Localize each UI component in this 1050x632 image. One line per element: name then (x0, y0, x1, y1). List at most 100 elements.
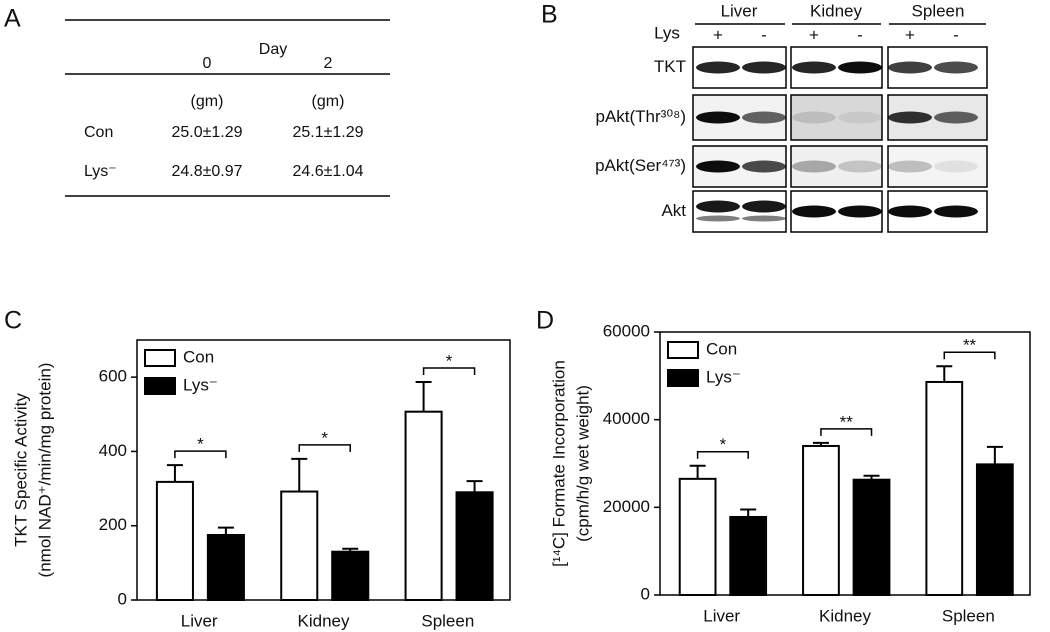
cell: 25.1±1.29 (292, 124, 363, 141)
column-header: 0 (203, 55, 212, 72)
cell: 24.8±0.97 (171, 163, 242, 180)
legend-label: Lys⁻ (183, 375, 218, 394)
bar (852, 478, 891, 596)
bar (802, 444, 840, 597)
x-tick-label: Spleen (942, 606, 995, 625)
band (888, 205, 932, 218)
legend-label: Con (183, 347, 214, 366)
legend-swatch (144, 349, 176, 367)
tissue-label: Spleen (912, 1, 965, 20)
x-tick-label: Spleen (421, 611, 474, 630)
row-label: Con (84, 124, 113, 141)
unit: (gm) (191, 93, 224, 110)
significance-label: * (321, 428, 328, 447)
lane-label: - (953, 25, 959, 44)
legend-swatch (667, 341, 699, 359)
lane-label: - (761, 25, 767, 44)
significance-bracket (696, 450, 749, 459)
legend-label: Lys⁻ (706, 367, 741, 386)
bar (729, 515, 768, 597)
x-tick-label: Kidney (819, 606, 871, 625)
lane-label: + (809, 25, 819, 44)
panel-label: A (4, 5, 21, 33)
band (696, 61, 740, 74)
bar (206, 534, 245, 601)
bar (975, 463, 1014, 597)
band (792, 160, 836, 173)
y-tick-label: 200 (99, 515, 127, 534)
row-label: pAkt(Thr³⁰⁸) (596, 107, 687, 126)
row-label: TKT (654, 57, 686, 76)
band (742, 215, 786, 222)
bar (925, 380, 964, 596)
row-label: Akt (661, 201, 686, 220)
bar (280, 490, 319, 601)
plot-frame (136, 339, 511, 601)
band (696, 111, 740, 124)
band (934, 205, 978, 218)
band (742, 160, 786, 173)
panel-label: D (536, 307, 554, 335)
bar (404, 410, 443, 601)
band (792, 205, 836, 218)
band (742, 61, 786, 74)
y-tick-label: 20000 (603, 497, 650, 516)
legend-label: Con (706, 339, 737, 358)
significance-bracket (422, 367, 476, 375)
band (742, 200, 786, 213)
column-header: 2 (324, 55, 333, 72)
panel-label: B (541, 1, 558, 29)
x-tick-label: Kidney (298, 611, 350, 630)
legend-swatch (667, 369, 699, 387)
x-tick-label: Liver (181, 611, 218, 630)
cell: 24.6±1.04 (292, 163, 363, 180)
y-tick-label: 400 (99, 441, 127, 460)
band (888, 160, 932, 173)
tissue-label: Kidney (810, 1, 862, 20)
bar (678, 477, 717, 597)
significance-bracket (174, 450, 227, 459)
significance-label: * (446, 351, 453, 370)
lane-label: + (905, 25, 915, 44)
band (696, 200, 740, 213)
lane-label: - (857, 25, 863, 44)
band (742, 111, 786, 124)
significance-label: * (720, 435, 727, 454)
panel-label: C (4, 307, 22, 335)
significance-bracket (943, 351, 996, 360)
table-header: Day (259, 41, 287, 58)
blot-box (790, 145, 883, 188)
significance-bracket (820, 428, 873, 436)
treatment-label: Lys (654, 23, 680, 42)
band (838, 205, 882, 218)
band (838, 111, 882, 124)
bar (155, 480, 194, 601)
band (838, 61, 882, 74)
significance-label: ** (840, 412, 854, 431)
significance-label: * (197, 435, 204, 454)
y-tick-label: 600 (99, 367, 127, 386)
band (934, 111, 978, 124)
cell: 25.0±1.29 (171, 124, 242, 141)
band (792, 61, 836, 74)
row-label: pAkt(Ser⁴⁷³) (595, 156, 686, 175)
band (934, 160, 978, 173)
y-tick-label: 0 (641, 584, 650, 603)
blot-box (790, 94, 883, 141)
legend-swatch (144, 377, 176, 395)
y-axis-title: TKT Specific Activity (11, 393, 30, 547)
band (838, 160, 882, 173)
band (696, 160, 740, 173)
y-tick-label: 0 (118, 589, 127, 608)
significance-label: ** (963, 336, 977, 355)
blot-box (887, 145, 988, 188)
row-label: Lys⁻ (84, 163, 117, 180)
blot: + - + - + - TKT pAkt(Thr³⁰⁸) pAkt(Ser⁴⁷³) Akt (595, 25, 988, 233)
y-axis-title: (nmol NAD⁺/min/mg protein) (35, 363, 54, 578)
unit: (gm) (312, 93, 345, 110)
band (888, 61, 932, 74)
bar (455, 491, 494, 601)
significance-bracket (298, 444, 351, 452)
bar (331, 550, 370, 602)
